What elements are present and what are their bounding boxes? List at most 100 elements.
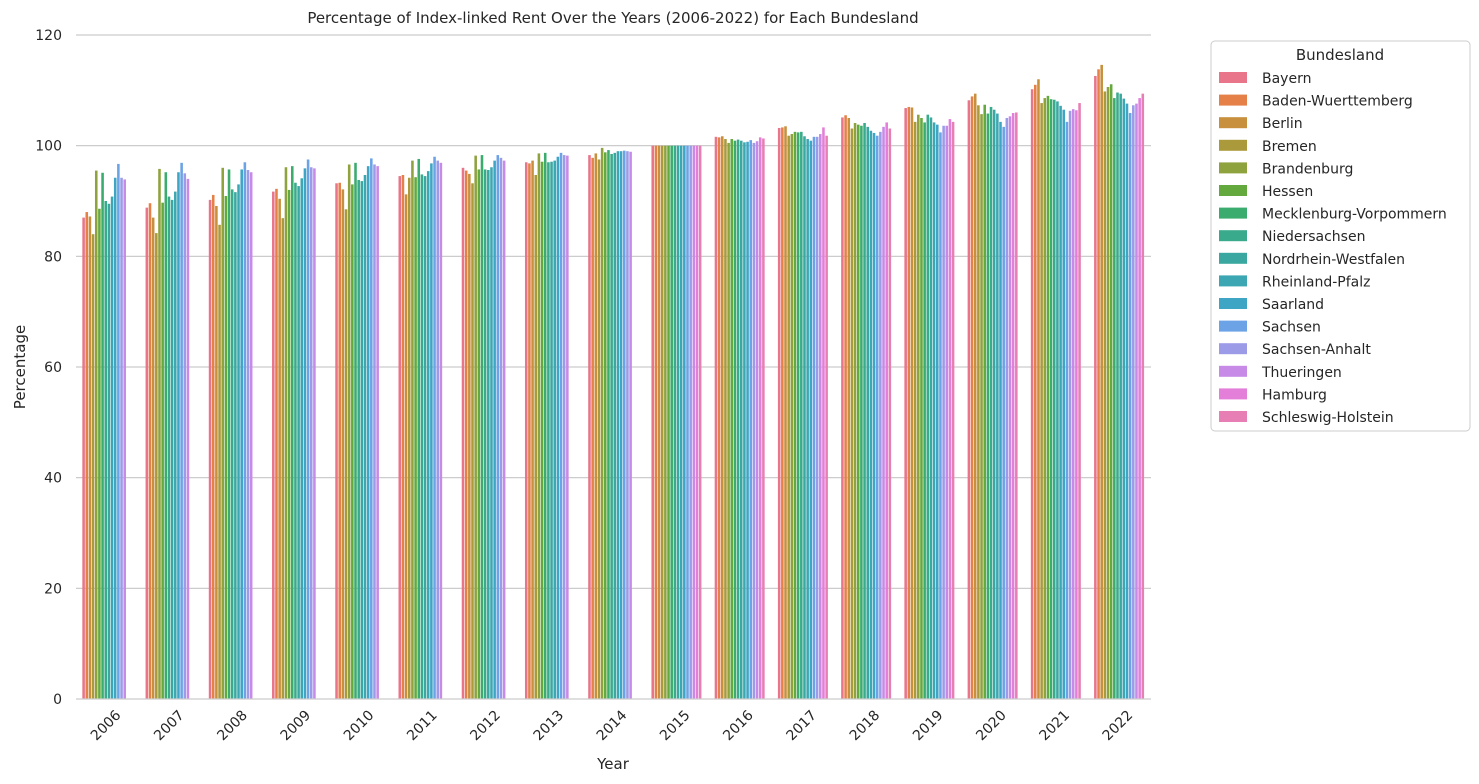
bar	[619, 151, 623, 699]
bar	[493, 160, 496, 699]
bar	[600, 147, 604, 699]
bar	[860, 125, 863, 700]
bar	[221, 167, 225, 700]
bar	[673, 145, 677, 699]
bar	[856, 124, 860, 699]
bar	[913, 121, 917, 699]
bar	[1125, 103, 1129, 699]
bar	[370, 158, 373, 700]
bar	[234, 192, 237, 699]
bar	[284, 167, 288, 699]
legend-swatch	[1219, 230, 1247, 242]
bar	[885, 122, 888, 700]
bar	[524, 162, 528, 699]
bar	[825, 135, 828, 699]
bar	[94, 170, 98, 700]
legend-label: Nordrhein-Westfalen	[1262, 252, 1405, 268]
bar	[743, 142, 746, 699]
bar	[335, 183, 338, 699]
bar	[1106, 87, 1110, 700]
bar	[272, 191, 275, 700]
bar	[777, 127, 781, 699]
bar	[758, 137, 762, 699]
y-tick-label: 80	[44, 249, 62, 265]
bar	[1040, 103, 1043, 699]
bar	[275, 188, 278, 699]
bar	[907, 106, 911, 699]
legend-title: Bundesland	[1296, 46, 1384, 64]
bar	[246, 170, 250, 700]
bar	[224, 196, 228, 699]
bar	[309, 167, 313, 699]
x-axis-label: Year	[596, 755, 630, 773]
legend-label: Baden-Wuerttemberg	[1262, 94, 1413, 110]
x-tick-label: 2016	[720, 707, 757, 744]
bar	[227, 169, 231, 699]
bar	[366, 166, 370, 699]
bar	[695, 145, 699, 699]
bar	[800, 131, 803, 700]
bar	[986, 113, 990, 699]
bar	[306, 159, 310, 699]
bar	[566, 155, 569, 700]
bar	[932, 122, 936, 700]
bar	[411, 160, 414, 699]
bar	[591, 157, 594, 700]
bar	[762, 138, 765, 699]
bar	[1008, 116, 1012, 700]
bars	[82, 64, 1145, 700]
bar	[414, 177, 417, 699]
bar	[1135, 103, 1138, 699]
bar	[923, 122, 926, 700]
bar	[714, 136, 718, 699]
bar	[300, 178, 304, 699]
bar	[107, 203, 111, 699]
bar	[148, 203, 152, 700]
legend-label: Saarland	[1262, 297, 1324, 313]
bar	[1011, 113, 1015, 699]
bar	[183, 173, 187, 700]
legend-frame	[1210, 40, 1471, 432]
y-tick-label: 0	[53, 692, 62, 708]
bar	[819, 134, 822, 700]
bar	[1068, 110, 1072, 700]
bar	[683, 145, 686, 699]
bar	[1119, 93, 1122, 700]
x-tick-label: 2007	[151, 708, 188, 745]
bar	[430, 163, 433, 699]
y-axis-label: Percentage	[11, 325, 29, 409]
bar	[433, 156, 436, 699]
bar	[992, 109, 996, 699]
bar	[951, 121, 955, 699]
bar	[973, 93, 977, 700]
bar	[110, 196, 114, 699]
bar	[872, 132, 876, 699]
bar	[480, 155, 484, 699]
bar	[117, 163, 120, 700]
bar	[420, 174, 424, 699]
bar	[1113, 98, 1116, 699]
x-tick-label: 2010	[341, 708, 378, 745]
bar	[483, 169, 487, 699]
bar	[917, 114, 920, 700]
bar	[240, 169, 243, 699]
bar	[104, 201, 108, 699]
legend-swatch	[1219, 162, 1247, 174]
x-axis-ticks: 2006 2007 2008 2009 2010 2011 2012 2013 2014 2015…	[88, 707, 1136, 744]
bar	[243, 162, 247, 699]
bar	[1005, 118, 1009, 699]
y-tick-label: 40	[44, 471, 62, 487]
bar	[667, 145, 670, 699]
bar	[91, 234, 95, 699]
bar	[863, 122, 866, 700]
bar	[186, 178, 190, 699]
bar	[177, 172, 180, 699]
bar	[547, 162, 550, 699]
bar	[164, 172, 168, 699]
bar	[101, 172, 104, 699]
bar	[531, 160, 534, 699]
bar	[841, 117, 844, 700]
x-tick-label: 2012	[467, 708, 504, 745]
bar	[559, 152, 563, 700]
legend-label: Hamburg	[1262, 387, 1327, 403]
